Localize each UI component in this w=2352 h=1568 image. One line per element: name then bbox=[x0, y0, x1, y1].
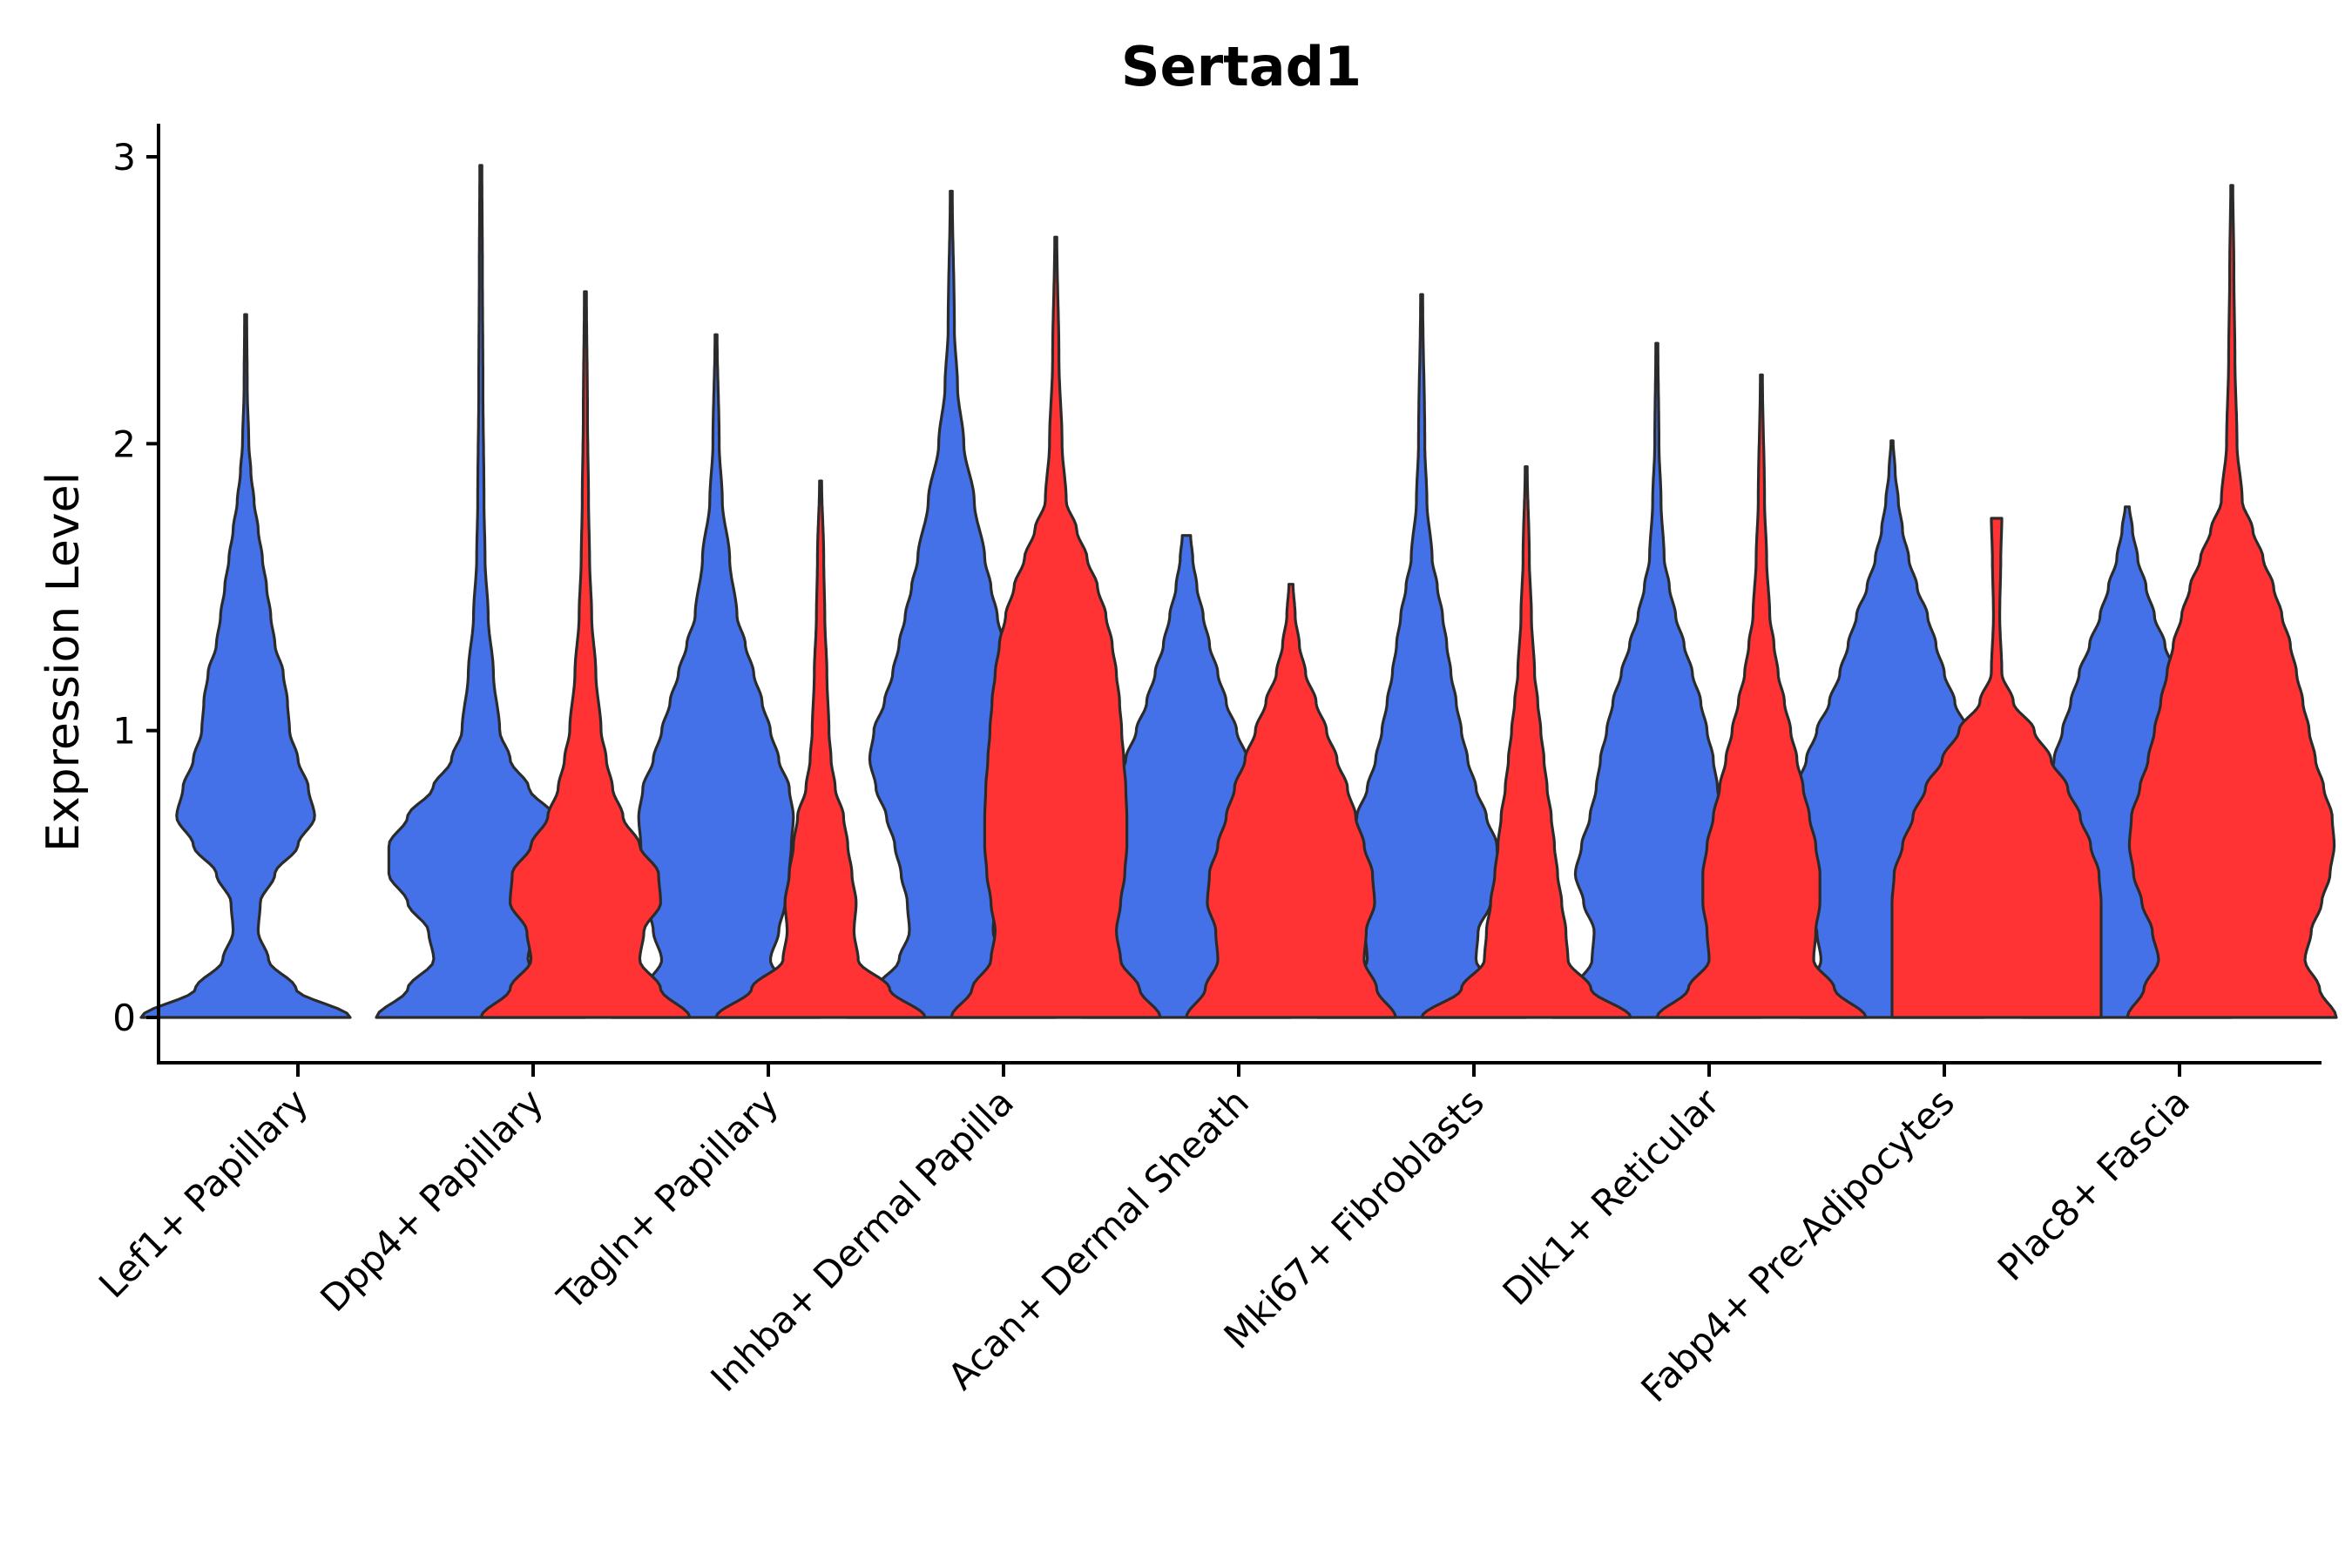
violin-tagln-papillary-group-1 bbox=[610, 333, 822, 1019]
x-tick-label-plac8-fascia: Plac8+ Fascia bbox=[1990, 1080, 2198, 1288]
y-tick-label-0: 0 bbox=[112, 997, 136, 1039]
violin-fabp4-pre-adipocytes-group-2 bbox=[1890, 517, 2103, 1019]
violin-lef1-papillary-group-1 bbox=[139, 313, 352, 1019]
x-tick-label-lef1-papillary: Lef1+ Papillary bbox=[91, 1080, 316, 1306]
violin-dlk1-reticular-group-2 bbox=[1655, 373, 1868, 1019]
y-tick-label-3: 3 bbox=[112, 136, 136, 179]
violin-mki67-fibroblasts-group-1 bbox=[1315, 293, 1528, 1019]
x-tick-label-tagln-papillary: Tagln+ Papillary bbox=[549, 1080, 787, 1318]
x-tick-label-dlk1-reticular: Dlk1+ Reticular bbox=[1495, 1080, 1728, 1314]
y-axis-label: Expression Level bbox=[37, 472, 90, 852]
chart-title: Sertad1 bbox=[1121, 35, 1362, 98]
violin-mki67-fibroblasts-group-2 bbox=[1420, 465, 1632, 1019]
violins-layer bbox=[139, 164, 2338, 1019]
y-tick-label-1: 1 bbox=[112, 710, 136, 753]
y-ticks: 0 1 2 3 bbox=[112, 136, 159, 1039]
x-tick-label-dpp4-papillary: Dpp4+ Papillary bbox=[312, 1080, 551, 1320]
violin-inhba-dermal-papilla-group-2 bbox=[950, 235, 1162, 1019]
violin-tagln-papillary-group-2 bbox=[714, 479, 927, 1019]
violin-dpp4-papillary-group-1 bbox=[375, 164, 587, 1019]
x-tick-label-mki67-fibroblasts: Mki67+ Fibroblasts bbox=[1216, 1080, 1492, 1356]
violin-dpp4-papillary-group-2 bbox=[479, 290, 692, 1019]
y-tick-label-2: 2 bbox=[112, 422, 136, 465]
violin-acan-dermal-sheath-group-2 bbox=[1185, 583, 1397, 1019]
violin-plac8-fascia-group-2 bbox=[2126, 184, 2338, 1019]
